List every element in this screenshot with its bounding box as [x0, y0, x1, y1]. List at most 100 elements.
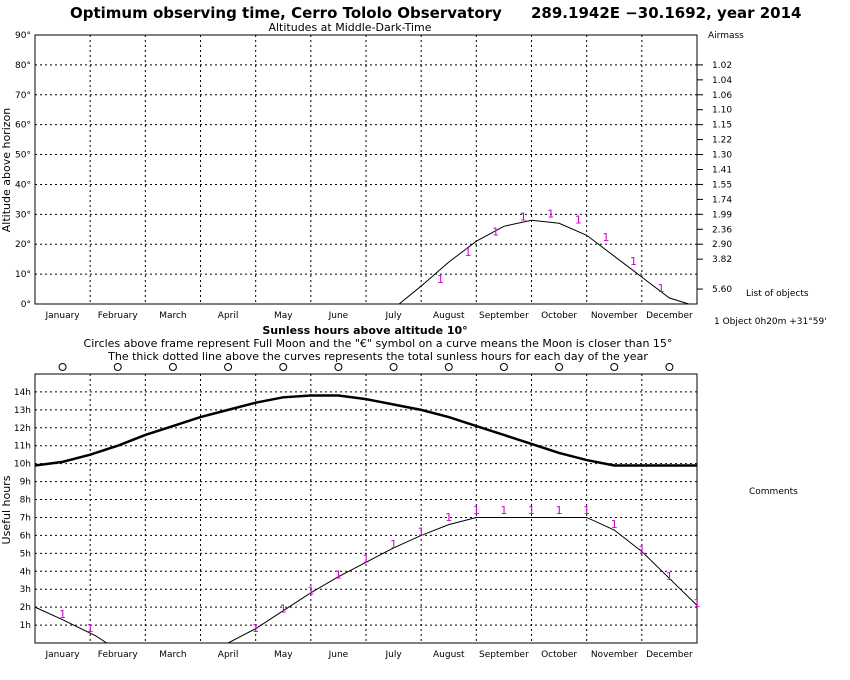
airmass-tick-label: 1.41: [712, 166, 732, 176]
hours-month-label: November: [591, 650, 638, 660]
object-marker: 1: [520, 210, 527, 223]
hours-ytick-label: 8h: [20, 496, 31, 506]
top-panel-subtitle: Altitudes at Middle-Dark-Time: [268, 21, 431, 34]
object-marker: 1: [307, 585, 314, 598]
bottom-panel-ylabel: Useful hours: [0, 475, 13, 544]
altitude-curve: [398, 219, 689, 305]
sunless-hours-curve: [34, 394, 697, 467]
airmass-tick-label: 3.82: [712, 255, 732, 265]
object-marker: 1: [528, 504, 535, 517]
altitude-ytick-label: 30°: [15, 210, 31, 220]
airmass-title: Airmass: [708, 31, 744, 41]
hours-month-label: May: [274, 650, 293, 660]
full-moon-circle: [279, 363, 288, 371]
altitude-month-label: July: [384, 311, 402, 321]
airmass-tick-label: 1.10: [712, 106, 732, 116]
object-marker: 1: [694, 597, 701, 610]
object-marker: 1: [638, 543, 645, 556]
hours-ytick-label: 12h: [14, 424, 31, 434]
altitude-month-label: November: [591, 311, 638, 321]
object-marker: 1: [363, 552, 370, 565]
altitude-month-label: April: [218, 311, 239, 321]
airmass-tick-label: 1.99: [712, 210, 732, 220]
full-moon-circle: [444, 363, 453, 371]
chart-title: Optimum observing time, Cerro Tololo Obs…: [70, 4, 502, 22]
object-marker: 1: [500, 504, 507, 517]
altitude-ytick-label: 90°: [15, 31, 31, 41]
airmass-tick-label: 1.22: [712, 136, 732, 146]
full-moon-circle: [610, 363, 619, 371]
airmass-tick-label: 1.06: [712, 91, 732, 101]
hours-ytick-label: 4h: [20, 567, 31, 577]
object-marker: 1: [335, 568, 342, 581]
altitude-plot: January February March April May June July Augu…: [15, 31, 732, 321]
airmass-tick-label: 2.36: [712, 225, 732, 235]
altitude-month-label: June: [328, 311, 349, 321]
hours-ytick-label: 5h: [20, 549, 31, 559]
object-marker: 1: [602, 231, 609, 244]
altitude-month-label: May: [274, 311, 293, 321]
altitude-ytick-label: 60°: [15, 121, 31, 131]
altitude-month-label: December: [646, 311, 693, 321]
comments-title: Comments: [749, 487, 798, 497]
bottom-panel-title: Sunless hours above altitude 10°: [262, 324, 467, 337]
hours-month-label: July: [384, 650, 402, 660]
list-of-objects-title: List of objects: [746, 289, 809, 299]
altitude-month-label: February: [98, 311, 139, 321]
hours-ytick-label: 2h: [20, 603, 31, 613]
full-moon-circle: [555, 363, 564, 371]
object-marker: 1: [666, 570, 673, 583]
altitude-month-label: March: [159, 311, 186, 321]
hours-month-label: April: [218, 650, 239, 660]
altitude-ytick-label: 20°: [15, 240, 31, 250]
altitude-ytick-label: 80°: [15, 61, 31, 71]
object-marker: 1: [252, 622, 259, 635]
object-marker: 1: [473, 504, 480, 517]
altitude-month-label: January: [45, 311, 81, 321]
hours-month-label: January: [45, 650, 81, 660]
altitude-ytick-label: 50°: [15, 151, 31, 161]
airmass-tick-label: 1.74: [712, 195, 732, 205]
full-moon-circle: [113, 363, 122, 371]
hours-ytick-label: 13h: [14, 406, 31, 416]
hours-month-label: October: [541, 650, 577, 660]
full-moon-circle: [224, 363, 233, 371]
object-marker: 1: [280, 603, 287, 616]
altitude-month-label: August: [433, 311, 465, 321]
object-entry: 1 Object 0h20m +31°59': [714, 317, 827, 327]
useful-hours-curve: [34, 516, 698, 644]
object-marker: 1: [547, 207, 554, 220]
object-marker: 1: [556, 504, 563, 517]
sunless-line-note: The thick dotted line above the curves r…: [107, 350, 648, 363]
hours-ytick-label: 11h: [14, 442, 31, 452]
airmass-tick-label: 1.30: [712, 151, 732, 161]
object-marker: 1: [611, 518, 618, 531]
full-moon-note: Circles above frame represent Full Moon …: [84, 337, 673, 350]
hours-month-label: June: [328, 650, 349, 660]
object-marker: 1: [59, 608, 66, 621]
hours-ytick-label: 9h: [20, 478, 31, 488]
airmass-tick-label: 1.55: [712, 180, 732, 190]
full-moon-circle: [389, 363, 398, 371]
airmass-tick-label: 1.04: [712, 76, 732, 86]
full-moon-circle: [665, 363, 674, 371]
altitude-month-label: September: [479, 311, 529, 321]
observatory-coordinates: 289.1942E −30.1692, year 2014: [531, 4, 801, 22]
hours-ytick-label: 7h: [20, 513, 31, 523]
altitude-ytick-label: 10°: [15, 270, 31, 280]
hours-month-label: August: [433, 650, 465, 660]
object-marker: 1: [465, 246, 472, 259]
object-marker: 1: [583, 504, 590, 517]
useful-hours-plot: January February March April May June July Augu…: [14, 363, 701, 660]
object-marker: 1: [445, 511, 452, 524]
altitude-ytick-label: 0°: [21, 300, 31, 310]
airmass-tick-label: 5.60: [712, 285, 732, 295]
full-moon-circle: [334, 363, 343, 371]
object-marker: 1: [437, 273, 444, 286]
top-panel-ylabel: Altitude above horizon: [0, 108, 13, 232]
object-marker: 1: [390, 538, 397, 551]
altitude-ytick-label: 40°: [15, 180, 31, 190]
full-moon-circle: [58, 363, 67, 371]
object-marker: 1: [658, 282, 665, 295]
